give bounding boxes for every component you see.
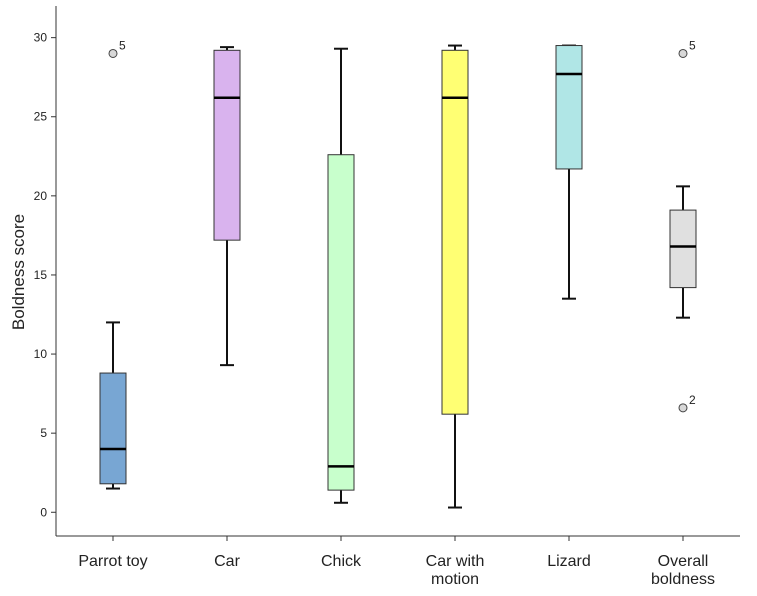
outlier-label: 2 — [689, 393, 696, 407]
outlier-point — [678, 48, 688, 58]
y-tick-label: 0 — [40, 505, 47, 519]
y-tick-label: 20 — [34, 189, 48, 203]
box — [327, 154, 355, 491]
box — [441, 49, 469, 415]
x-category-label: Overall — [658, 553, 709, 570]
outlier-label: 5 — [119, 38, 126, 52]
box — [213, 49, 241, 241]
y-tick-label: 15 — [34, 268, 48, 282]
y-tick-label: 10 — [34, 347, 48, 361]
box — [99, 372, 127, 485]
x-category-label: motion — [431, 571, 479, 588]
box-group: Parrot toy 5 — [78, 38, 147, 570]
box — [669, 209, 697, 289]
outlier-point — [108, 48, 118, 58]
x-category-label: Parrot toy — [78, 553, 147, 570]
box-group: Lizard — [547, 44, 591, 570]
y-tick-label: 25 — [34, 110, 48, 124]
x-category-label: boldness — [651, 571, 715, 588]
outlier-point — [678, 403, 688, 413]
x-category-label: Chick — [321, 553, 362, 570]
y-axis-title: Boldness score — [9, 214, 28, 330]
box — [555, 45, 583, 170]
x-category-label: Lizard — [547, 553, 591, 570]
outlier-label: 5 — [689, 38, 696, 52]
box-group: Chick — [321, 47, 362, 570]
x-category-label: Car — [214, 553, 240, 570]
y-tick-label: 30 — [34, 31, 48, 45]
y-tick-label: 5 — [40, 426, 47, 440]
x-category-label: Car with — [426, 553, 485, 570]
box-group: Car — [213, 46, 241, 570]
